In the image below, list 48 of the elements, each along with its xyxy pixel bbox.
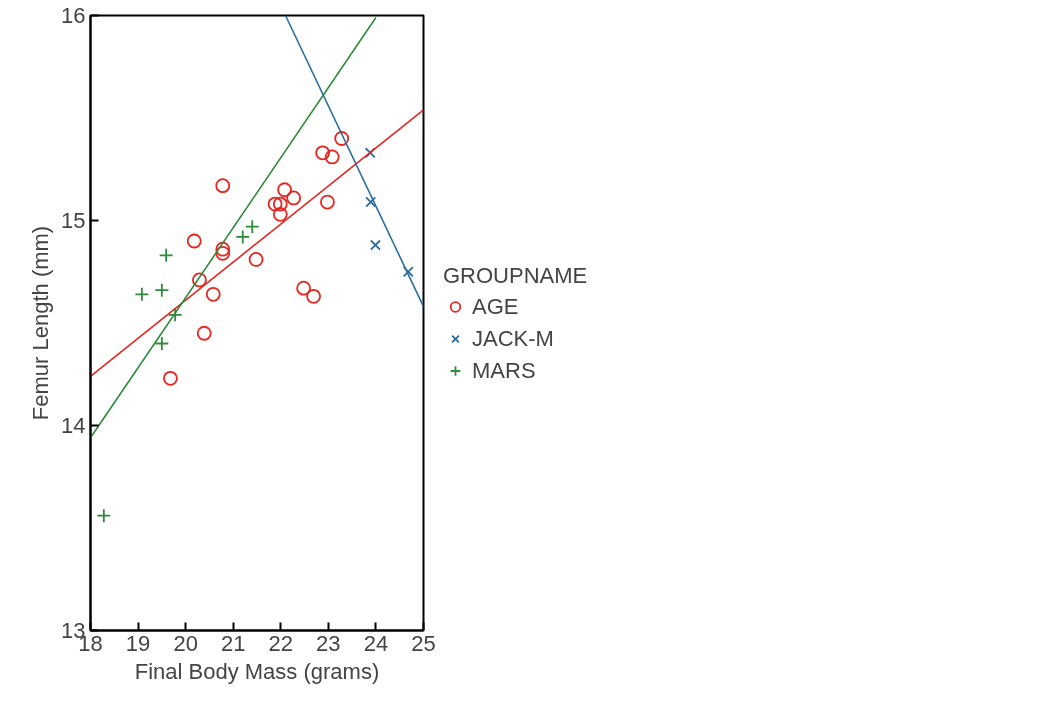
point	[196, 325, 212, 341]
point	[248, 252, 264, 267]
legend-title: GROUPNAME	[443, 262, 588, 288]
point	[244, 219, 260, 235]
point	[158, 247, 174, 263]
point	[154, 336, 170, 351]
x-tick-label: 24	[363, 630, 389, 656]
point	[272, 206, 288, 222]
point	[215, 241, 231, 257]
y-tick-label: 15	[61, 208, 86, 233]
point	[306, 288, 322, 304]
legend-label: AGE	[472, 293, 520, 319]
x-tick-label: 21	[220, 630, 246, 656]
point	[163, 370, 178, 386]
point	[192, 272, 207, 288]
x-tick-label: 20	[173, 630, 198, 656]
x-tick-label: 22	[268, 630, 294, 656]
point	[215, 245, 231, 261]
point	[296, 280, 312, 296]
point	[277, 182, 292, 198]
point	[154, 282, 170, 298]
point	[369, 239, 381, 251]
legend-label: MARS	[472, 357, 537, 383]
point	[215, 178, 231, 194]
x-tick-label: 19	[125, 630, 151, 656]
point	[315, 145, 331, 161]
point	[235, 229, 251, 245]
point	[402, 266, 414, 278]
point	[267, 196, 283, 212]
y-tick-label: 14	[61, 413, 86, 438]
y-axis-title: Femur Length (mm)	[28, 225, 54, 421]
point	[365, 196, 377, 208]
x-tick-label: 23	[316, 630, 341, 656]
point	[364, 147, 376, 159]
point	[272, 196, 288, 212]
point	[286, 190, 302, 206]
point	[186, 233, 202, 249]
x-axis-title: Final Body Mass (grams)	[134, 658, 380, 684]
x-tick-label: 25	[411, 630, 436, 656]
point	[205, 286, 221, 302]
y-tick-label: 16	[61, 3, 86, 28]
legend-label: JACK-M	[472, 325, 554, 351]
point	[324, 149, 340, 165]
point	[134, 286, 150, 302]
point	[96, 508, 112, 524]
point	[167, 307, 183, 323]
point	[334, 131, 350, 146]
point	[320, 194, 335, 210]
